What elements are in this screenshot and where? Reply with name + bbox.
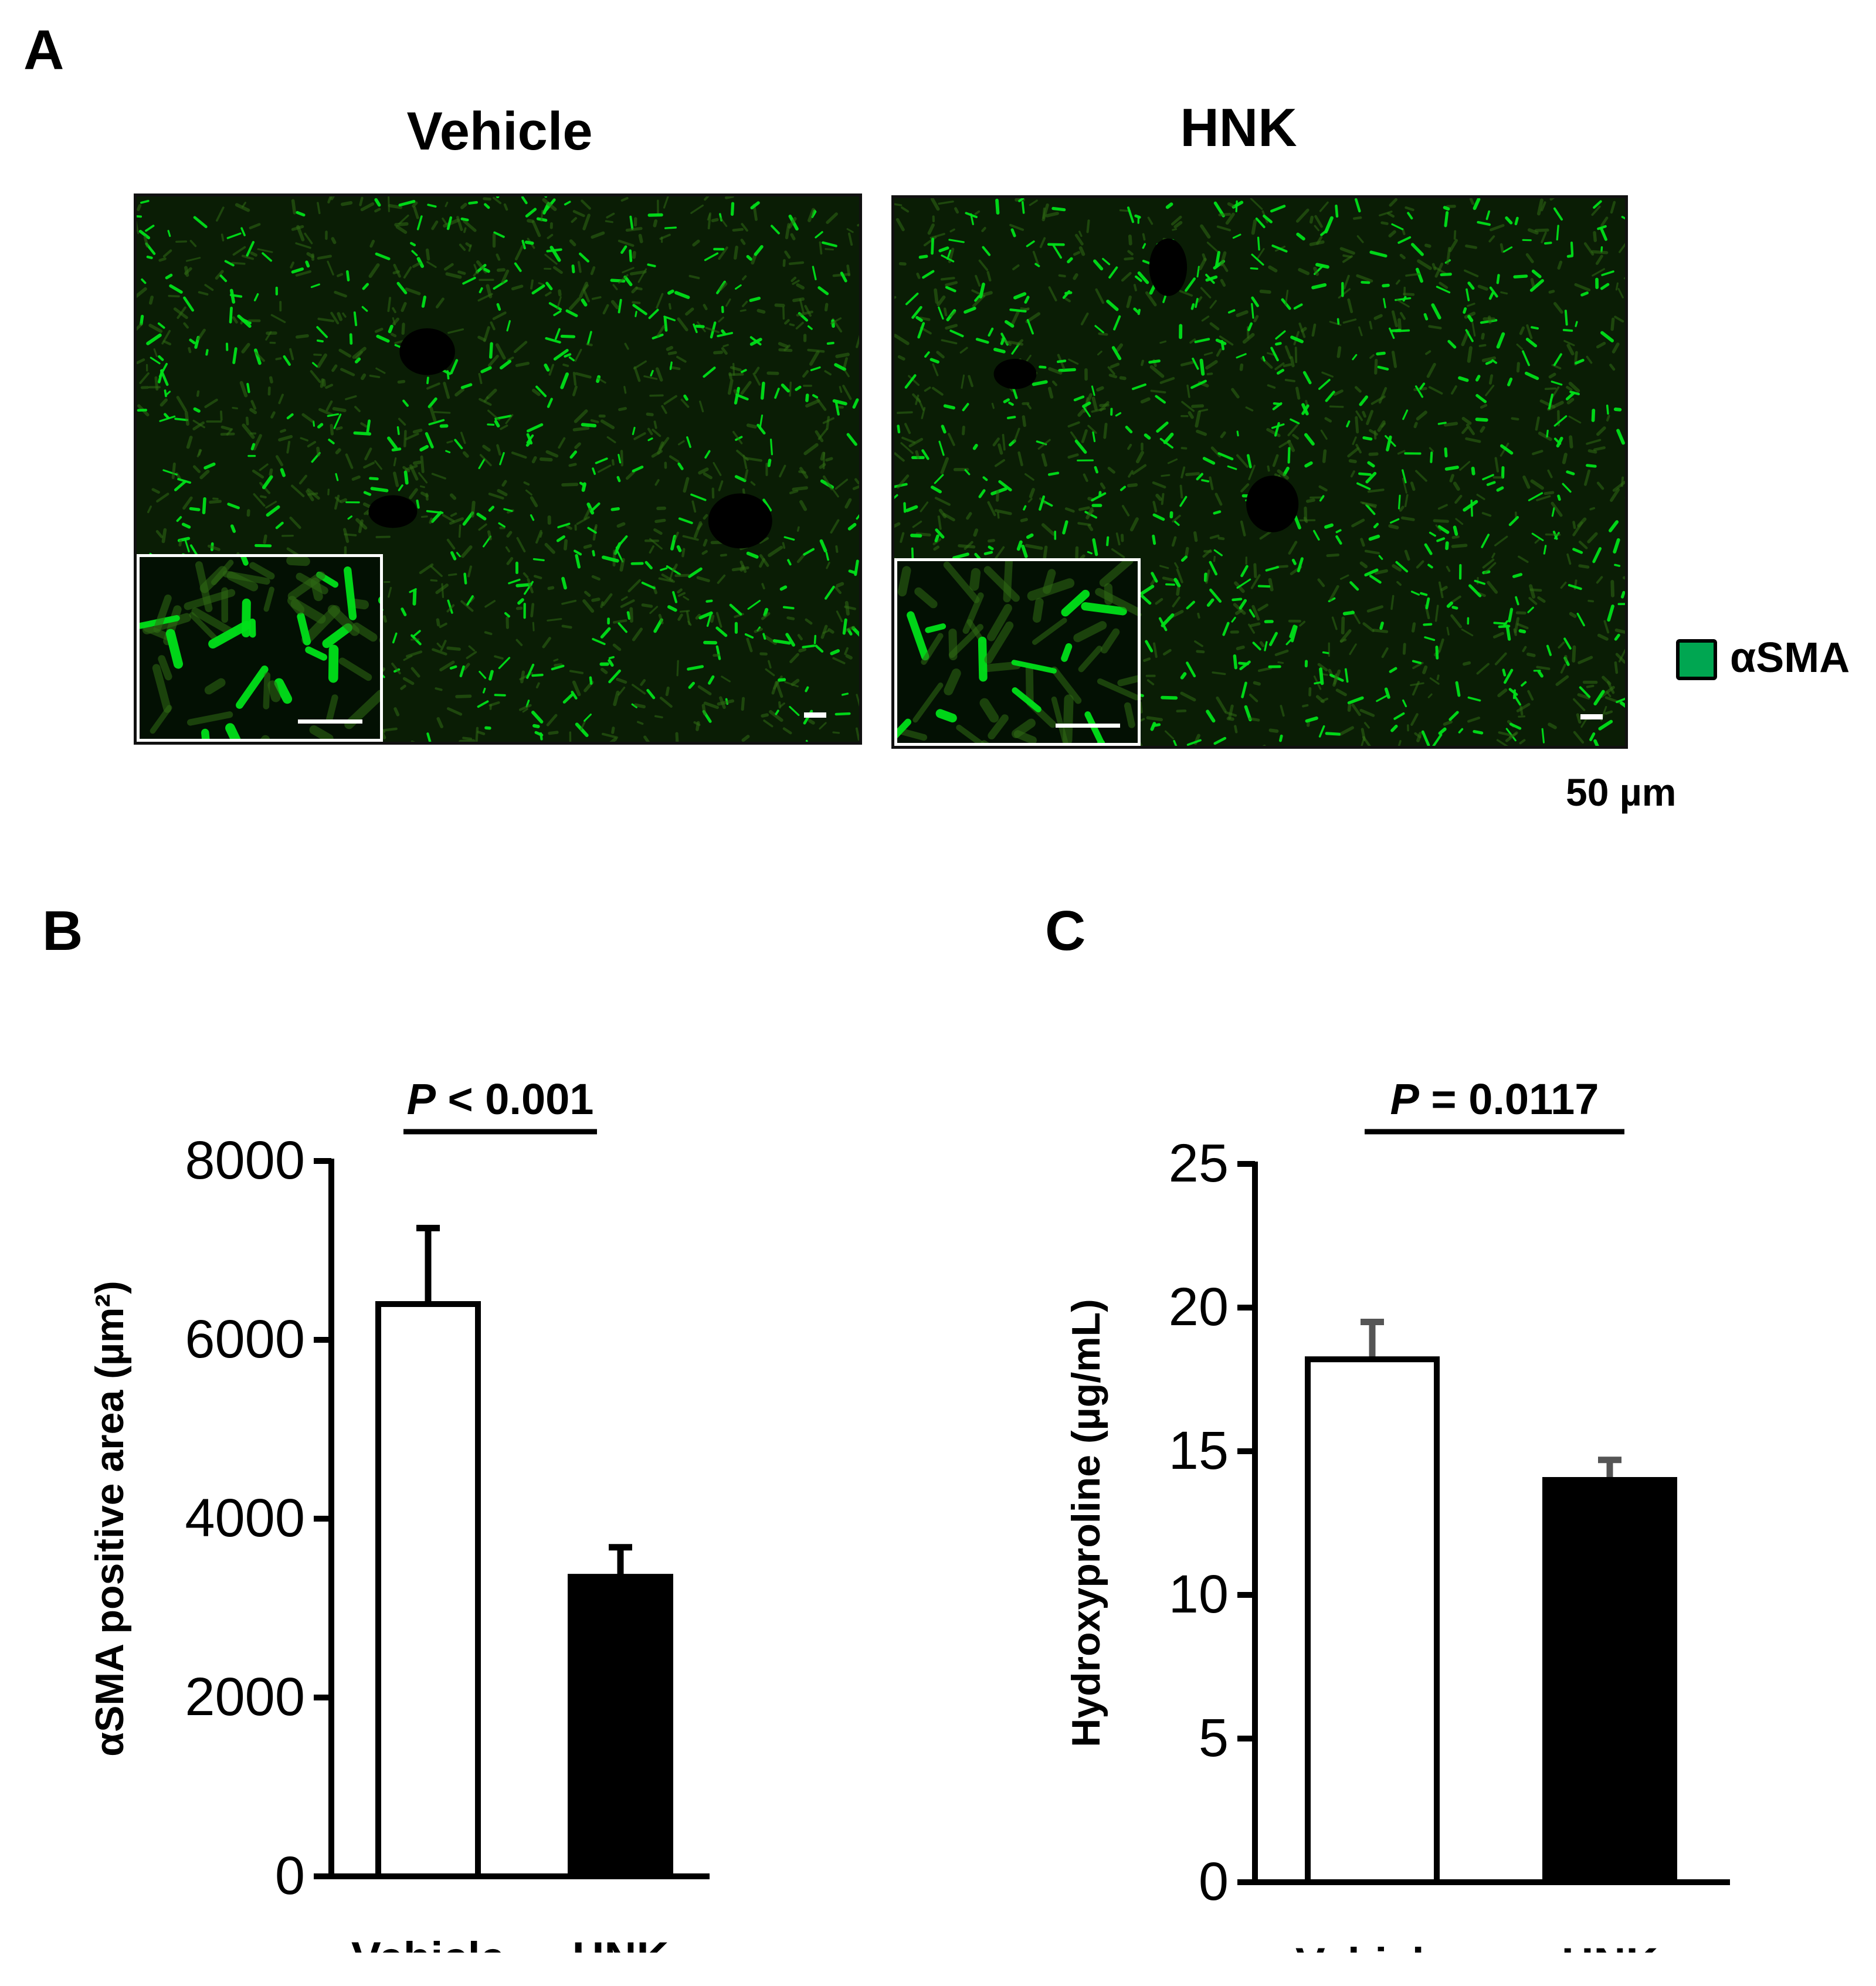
hnk-scalebar (1580, 714, 1603, 719)
y-tick-label: 10 (1169, 1564, 1229, 1624)
bar-vehicle (1305, 1356, 1440, 1885)
vehicle-zoom-inset (137, 554, 383, 742)
vehicle-inset-texture (140, 557, 380, 739)
x-tick-label: HNK (1562, 1939, 1658, 1953)
y-tick-label: 6000 (185, 1309, 305, 1369)
hnk-micrograph (891, 195, 1628, 749)
y-tick-label: 15 (1169, 1421, 1229, 1481)
panel-c-label: C (1045, 899, 1086, 962)
vehicle-micrograph (134, 193, 862, 745)
alpha-sma-legend-label: αSMA (1730, 634, 1850, 681)
vehicle-inset-scalebar (298, 719, 362, 724)
hnk-inset-texture (897, 561, 1138, 743)
scalebar-label: 50 µm (1566, 770, 1677, 814)
alpha-sma-legend-swatch (1676, 639, 1717, 680)
y-tick-label: 0 (1199, 1852, 1229, 1912)
y-tick-label: 0 (275, 1846, 305, 1906)
bar-hnk (1542, 1477, 1677, 1885)
hnk-zoom-inset (894, 558, 1141, 746)
y-tick-label: 25 (1169, 1133, 1229, 1193)
y-tick-label: 20 (1169, 1277, 1229, 1337)
significance-label: P = 0.0117 (1390, 1075, 1599, 1123)
significance-label: P < 0.001 (407, 1075, 594, 1123)
panel-a-label: A (23, 19, 65, 82)
bar-vehicle (375, 1301, 481, 1879)
vehicle-scalebar (804, 712, 826, 718)
panel-b-label: B (42, 899, 83, 962)
y-tick-label: 5 (1199, 1708, 1229, 1768)
y-tick-label: 2000 (185, 1667, 305, 1727)
bar-hnk (568, 1574, 673, 1879)
y-tick-label: 4000 (185, 1488, 305, 1548)
x-tick-label: Vehicle (1295, 1939, 1449, 1953)
hydroxyproline-chart: 0 5 10 15 20 25 Hydroxyproline (µg/mL) Vehicle H… (1064, 1075, 1730, 1953)
y-axis-label: Hydroxyproline (µg/mL) (1064, 1299, 1108, 1747)
y-tick-label: 8000 (185, 1131, 305, 1190)
vehicle-image-title: Vehicle (406, 101, 593, 161)
alpha-sma-area-chart: 0 2000 4000 6000 8000 αSMA positive area (µm²… (87, 1075, 710, 1953)
hnk-image-title: HNK (1180, 98, 1297, 158)
x-tick-label: HNK (572, 1933, 669, 1953)
y-axis-label: αSMA positive area (µm²) (87, 1281, 132, 1757)
hnk-inset-scalebar (1056, 724, 1120, 728)
x-tick-label: Vehicle (351, 1933, 505, 1953)
